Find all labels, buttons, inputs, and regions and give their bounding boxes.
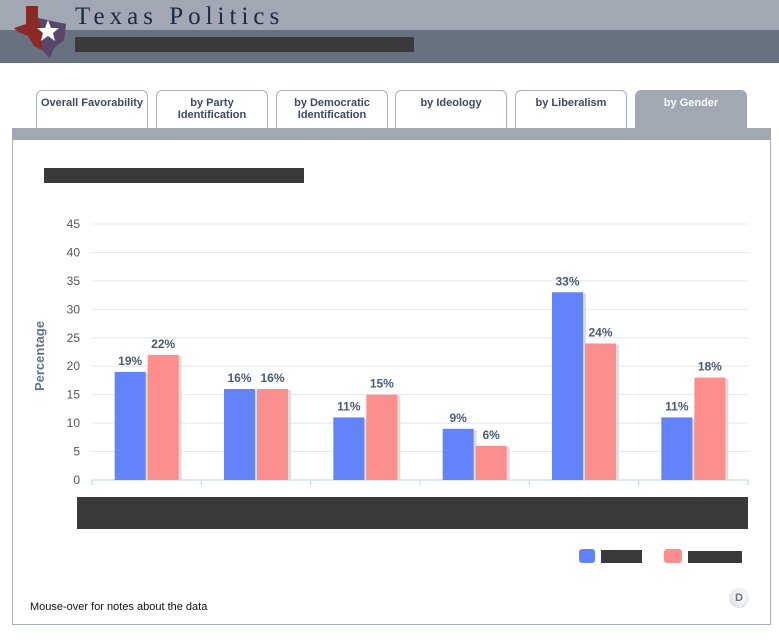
y-tick-label: 30 bbox=[67, 302, 81, 316]
data-label: 19% bbox=[118, 354, 142, 368]
bar[interactable] bbox=[694, 377, 726, 480]
site-title: Texas Politics bbox=[75, 3, 285, 30]
bar[interactable] bbox=[224, 388, 255, 480]
legend-swatch-series-2[interactable] bbox=[664, 549, 682, 563]
texas-star-logo bbox=[14, 6, 66, 58]
data-notes-hint: Mouse-over for notes about the data bbox=[30, 601, 208, 613]
data-label: 16% bbox=[260, 371, 284, 385]
tab-by-ideology[interactable]: by Ideology bbox=[395, 90, 507, 128]
bar[interactable] bbox=[475, 445, 507, 480]
bar[interactable] bbox=[114, 371, 146, 480]
data-label: 24% bbox=[588, 325, 612, 339]
redacted-chart-title bbox=[44, 168, 304, 183]
chart-panel bbox=[12, 140, 771, 625]
tab-by-gender[interactable]: by Gender bbox=[635, 90, 747, 128]
bar[interactable] bbox=[585, 343, 616, 480]
bar[interactable] bbox=[333, 417, 365, 480]
tab-by-liberalism[interactable]: by Liberalism bbox=[515, 90, 627, 128]
y-tick-label: 45 bbox=[67, 217, 81, 231]
tab-by-democratic-identification[interactable]: by Democratic Identification bbox=[276, 90, 388, 128]
redacted-legend-label-2 bbox=[688, 551, 742, 563]
data-label: 33% bbox=[555, 274, 579, 288]
data-label: 6% bbox=[482, 428, 500, 442]
data-label: 9% bbox=[449, 411, 467, 425]
redacted-legend-label-1 bbox=[601, 550, 642, 563]
bar[interactable] bbox=[661, 417, 693, 480]
y-tick-label: 25 bbox=[67, 331, 81, 345]
y-tick-label: 35 bbox=[67, 274, 81, 288]
data-label: 18% bbox=[698, 360, 722, 374]
y-tick-label: 40 bbox=[67, 245, 81, 259]
redacted-category-labels bbox=[77, 497, 748, 529]
tab-overall-favorability[interactable]: Overall Favorability bbox=[36, 90, 148, 128]
legend-swatch-series-1[interactable] bbox=[579, 549, 595, 563]
y-axis-label: Percentage bbox=[32, 321, 47, 391]
bar[interactable] bbox=[552, 292, 583, 480]
data-label: 11% bbox=[337, 399, 361, 413]
d-badge-button[interactable]: D bbox=[729, 588, 749, 608]
y-tick-label: 15 bbox=[67, 388, 81, 402]
redacted-subtitle bbox=[75, 37, 414, 52]
y-tick-label: 5 bbox=[73, 445, 80, 459]
tab-by-party-identification[interactable]: by Party Identification bbox=[156, 90, 268, 128]
bar[interactable] bbox=[442, 428, 474, 480]
bar[interactable] bbox=[257, 388, 288, 480]
y-tick-label: 20 bbox=[67, 359, 81, 373]
data-label: 15% bbox=[370, 377, 394, 391]
bar[interactable] bbox=[366, 394, 398, 480]
data-label: 11% bbox=[665, 399, 689, 413]
tab-band bbox=[12, 128, 771, 140]
y-tick-label: 10 bbox=[67, 416, 81, 430]
y-tick-label: 0 bbox=[73, 473, 80, 487]
bar[interactable] bbox=[147, 354, 179, 480]
data-label: 22% bbox=[151, 337, 175, 351]
data-label: 16% bbox=[227, 371, 251, 385]
